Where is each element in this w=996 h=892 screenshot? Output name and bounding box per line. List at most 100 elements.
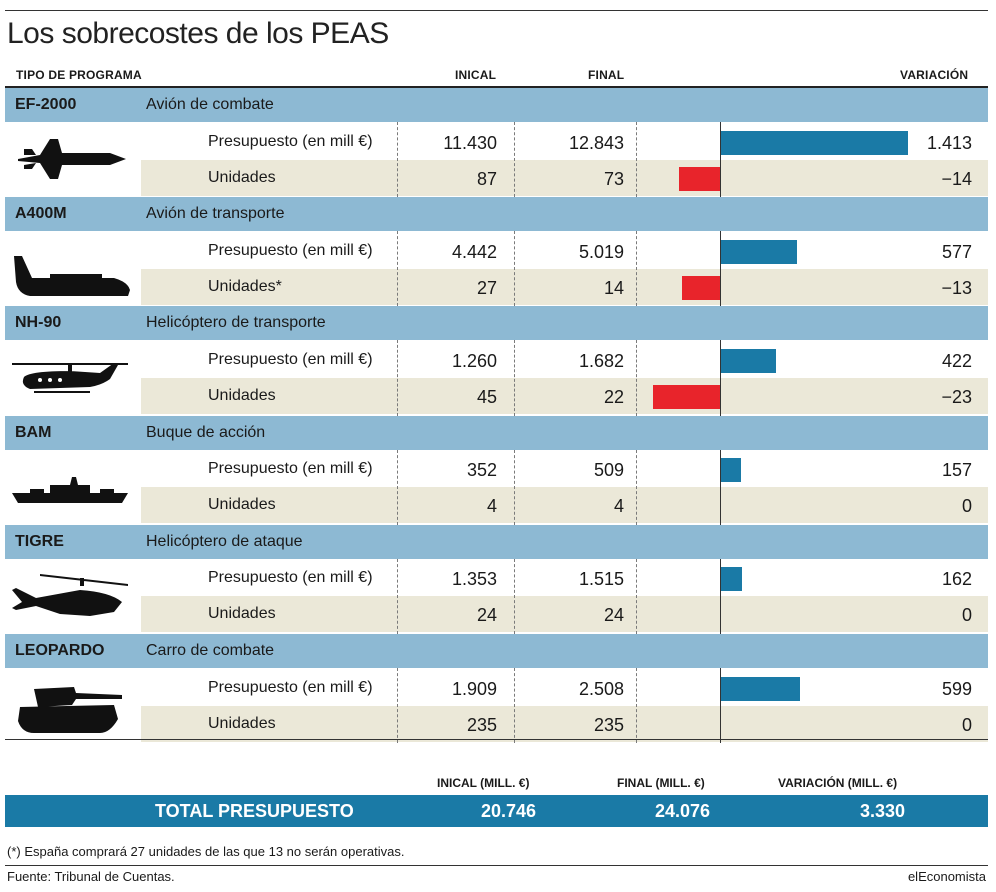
column-divider [636, 668, 637, 744]
row-label: Presupuesto (en mill €) [208, 460, 373, 478]
row-inicial: 1.909 [451, 678, 497, 699]
total-variacion: 3.330 [860, 801, 906, 821]
header-inicial: INICAL [455, 68, 497, 82]
program-header-leopardo: LEOPARDO Carro de combate [5, 634, 988, 668]
row-inicial: 24 [476, 605, 497, 626]
presupuesto-row: Presupuesto (en mill €) 1.909 2.508 599 [141, 670, 988, 706]
total-header-final: FINAL (MILL. €) [617, 776, 705, 790]
row-inicial: 4 [486, 496, 497, 517]
row-label: Presupuesto (en mill €) [208, 350, 373, 368]
zero-axis [720, 231, 721, 307]
row-final: 1.515 [578, 569, 624, 590]
program-description: Helicóptero de ataque [146, 532, 303, 550]
row-variacion: 162 [941, 569, 972, 590]
column-divider [397, 449, 398, 525]
column-divider [636, 231, 637, 307]
row-variacion: 0 [961, 496, 972, 517]
row-label: Presupuesto (en mill €) [208, 132, 373, 150]
total-inicial: 20.746 [481, 801, 537, 821]
program-code: BAM [15, 423, 52, 441]
total-header-variacion: VARIACIÓN (MILL. €) [778, 776, 898, 790]
total-header-inicial: INICAL (MILL. €) [437, 776, 530, 790]
column-divider [636, 122, 637, 198]
row-variacion: −23 [941, 386, 972, 407]
program-description: Carro de combate [146, 642, 275, 659]
row-variacion: −13 [941, 277, 972, 298]
program-code: LEOPARDO [15, 642, 105, 659]
row-final: 12.843 [568, 132, 624, 153]
zero-axis [720, 668, 721, 744]
row-variacion: 0 [961, 605, 972, 626]
header-final: FINAL [588, 68, 625, 82]
program-code: A400M [15, 205, 67, 223]
bar-presupuesto-leopardo [720, 676, 800, 701]
row-inicial: 87 [476, 168, 497, 189]
row-label: Unidades* [208, 277, 282, 295]
total-band: TOTAL PRESUPUESTO 20.746 24.076 3.330 [5, 795, 988, 827]
column-divider [514, 668, 515, 744]
program-code: EF-2000 [15, 96, 77, 113]
row-variacion: −14 [941, 168, 972, 189]
zero-axis [720, 449, 721, 525]
zero-axis [720, 122, 721, 198]
presupuesto-row: Presupuesto (en mill €) 1.353 1.515 162 [141, 560, 988, 596]
zero-axis [720, 340, 721, 416]
program-header-bam: BAM Buque de acción [5, 415, 988, 450]
presupuesto-row: Presupuesto (en mill €) 1.260 1.682 422 [141, 342, 988, 378]
column-divider [397, 668, 398, 744]
row-variacion: 157 [941, 460, 972, 481]
row-label: Presupuesto (en mill €) [208, 241, 373, 259]
row-label: Presupuesto (en mill €) [208, 569, 373, 587]
program-code: NH-90 [15, 314, 62, 332]
row-variacion: 422 [941, 350, 972, 371]
row-inicial: 11.430 [443, 132, 497, 153]
header-variacion: VARIACIÓN [900, 68, 969, 82]
row-label: Unidades [208, 714, 276, 732]
presupuesto-row: Presupuesto (en mill €) 4.442 5.019 577 [141, 233, 988, 269]
top-rule [5, 10, 988, 11]
row-inicial: 352 [466, 460, 497, 481]
program-description: Avión de transporte [146, 205, 285, 223]
table-bottom-rule [5, 739, 988, 740]
row-final: 1.682 [578, 350, 624, 371]
source: Fuente: Tribunal de Cuentas. [7, 869, 175, 884]
row-final: 235 [593, 714, 624, 735]
bar-unidades-nh-90 [653, 384, 720, 409]
unidades-row: Unidades 87 73 −14 [141, 159, 988, 196]
column-divider [514, 231, 515, 307]
presupuesto-row: Presupuesto (en mill €) 352 509 157 [141, 451, 988, 487]
column-divider [636, 340, 637, 416]
bar-unidades-ef-2000 [679, 166, 720, 191]
row-label: Presupuesto (en mill €) [208, 678, 373, 696]
row-inicial: 1.353 [451, 569, 497, 590]
footer-rule [5, 865, 988, 866]
row-final: 14 [603, 277, 624, 298]
footnote: (*) España comprará 27 unidades de las q… [7, 844, 405, 859]
row-inicial: 4.442 [451, 241, 497, 262]
program-header-a400m: A400M Avión de transporte [5, 197, 988, 232]
program-description: Avión de combate [146, 96, 274, 113]
row-label: Unidades [208, 605, 276, 623]
row-inicial: 235 [466, 714, 497, 735]
column-divider [397, 340, 398, 416]
attack-helicopter-icon [10, 562, 130, 632]
row-final: 509 [593, 460, 624, 481]
column-divider [514, 558, 515, 634]
header-tipo: TIPO DE PROGRAMA [16, 68, 142, 82]
header-rule [5, 86, 988, 88]
column-divider [514, 449, 515, 525]
row-label: Unidades [208, 496, 276, 514]
program-description: Helicóptero de transporte [146, 314, 326, 332]
zero-axis [720, 558, 721, 634]
total-label: TOTAL PRESUPUESTO [155, 801, 354, 821]
bar-presupuesto-a400m [720, 239, 797, 264]
row-final: 22 [603, 386, 624, 407]
column-divider [397, 122, 398, 198]
program-description: Buque de acción [146, 423, 266, 441]
unidades-row: Unidades 45 22 −23 [141, 377, 988, 414]
row-variacion: 0 [961, 714, 972, 735]
bar-unidades-a400m [682, 275, 720, 300]
row-variacion: 1.413 [926, 132, 972, 153]
row-final: 73 [603, 168, 624, 189]
column-divider [514, 122, 515, 198]
